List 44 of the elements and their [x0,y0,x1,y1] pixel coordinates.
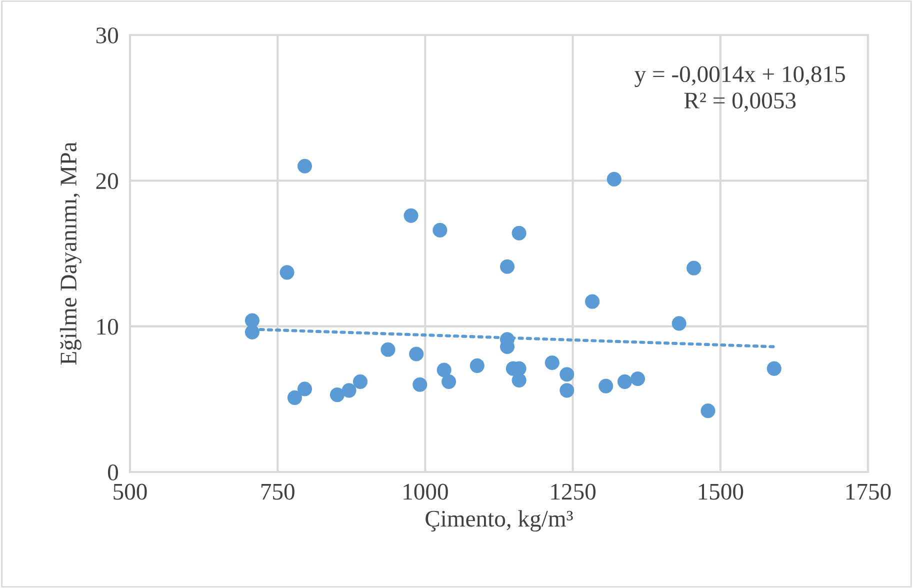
y-axis-title: Eğilme Dayanımı, MPa [60,142,82,365]
point [404,208,418,223]
point [686,260,702,276]
point [297,382,312,396]
point [544,355,560,370]
point [470,358,484,373]
point [700,404,716,418]
point [287,390,302,405]
x-tick-label: 1750 [846,484,891,500]
point [409,346,424,362]
point [598,378,614,394]
x-tick-label: 1000 [404,484,448,500]
point [512,226,526,240]
point [280,265,294,280]
point [442,374,456,389]
y-tick-label: 0 [108,464,118,480]
point [606,172,622,186]
x-tick-label: 750 [261,484,294,500]
point [244,324,260,340]
y-tick-label: 20 [96,173,118,190]
point [297,158,312,174]
point [585,294,600,309]
x-tick-label: 500 [114,484,147,500]
x-tick-label: 1500 [698,484,744,500]
point [342,383,356,398]
point [432,222,448,238]
point [512,372,526,388]
point [412,377,428,392]
point [500,259,515,274]
x-tick-label: 1250 [551,484,596,500]
point [380,342,396,357]
point [330,388,345,402]
point [352,374,368,389]
point [672,316,686,331]
y-tick-label: 10 [97,318,118,335]
point [617,374,632,389]
point [630,371,646,386]
point [766,361,782,376]
annotation: y = -0,0014x + 10,815 R² = 0,0053 [634,66,845,112]
point [560,367,574,382]
x-axis-title: Çimento, kg/m³ [426,510,573,532]
point [560,383,574,398]
point [436,362,452,378]
y-tick-label: 30 [96,27,118,44]
